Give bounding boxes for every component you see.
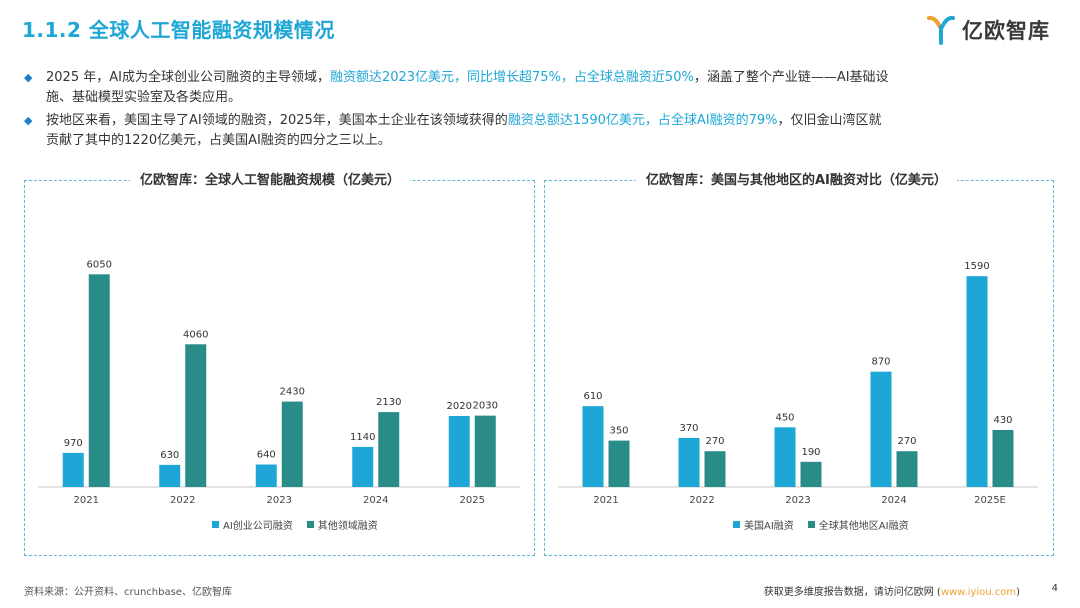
bar	[88, 274, 110, 487]
page-number: 4	[1051, 583, 1058, 594]
data-label: 2020	[447, 401, 472, 412]
legend-global: AI创业公司融资 其他领域融资	[212, 517, 378, 532]
x-tick-label: 2025	[460, 495, 485, 506]
x-tick-label: 2022	[170, 495, 195, 506]
footer-website-link[interactable]: www.iyiou.com	[940, 587, 1017, 598]
data-label: 430	[993, 415, 1012, 426]
x-tick-label: 2024	[881, 495, 906, 506]
data-label: 1590	[964, 261, 989, 272]
bar	[281, 401, 303, 487]
bullet-text-highlight: 融资总额达1590亿美元，占全球AI融资的79%	[507, 113, 778, 128]
legend-item: 其他领域融资	[306, 517, 378, 532]
data-label: 2430	[280, 387, 305, 398]
data-label: 610	[583, 391, 602, 402]
bar	[774, 427, 796, 487]
footer-more-info: 获取更多维度报告数据，请访问亿欧网 (www.iyiou.com)	[764, 583, 1020, 598]
x-tick-label: 2022	[689, 495, 714, 506]
x-tick-label: 2021	[74, 495, 99, 506]
bullet-text-plain: 2025 年，AI成为全球创业公司融资的主导领域，	[46, 70, 330, 85]
data-label: 970	[64, 438, 83, 449]
data-label: 350	[609, 426, 628, 437]
source-note: 资料来源：公开资料、crunchbase、亿欧智库	[24, 587, 232, 598]
bar	[800, 461, 822, 487]
legend-swatch	[212, 521, 219, 528]
data-label: 270	[897, 436, 916, 447]
bar	[870, 371, 892, 487]
bar	[966, 276, 988, 487]
bar	[378, 412, 400, 487]
legend-item: AI创业公司融资	[212, 517, 293, 532]
bar	[474, 415, 496, 487]
legend-label: AI创业公司融资	[223, 521, 293, 532]
data-label: 1140	[350, 432, 375, 443]
bullet-text-plain: 按地区来看，美国主导了AI领域的融资，2025年，美国本土企业在该领域获得的	[46, 113, 508, 128]
brand-logo: 亿欧智库	[926, 14, 1050, 46]
logo-text: 亿欧智库	[962, 19, 1050, 43]
legend-swatch	[306, 521, 314, 528]
diamond-bullet-icon: ◆	[24, 71, 33, 84]
bullet-item-1: ◆ 2025 年，AI成为全球创业公司融资的主导领域，融资额达2023亿美元，同…	[24, 68, 1054, 108]
bullet-text-highlight: 融资额达2023亿美元，同比增长超75%，占全球总融资近50%	[329, 70, 694, 85]
bar	[608, 440, 630, 487]
bar	[159, 464, 181, 487]
data-label: 370	[679, 423, 698, 434]
x-tick-label: 2023	[267, 495, 292, 506]
data-label: 870	[871, 357, 890, 368]
chart-title-us-vs-others: 亿欧智库：美国与其他地区的AI融资对比（亿美元）	[636, 172, 957, 190]
yiou-logo-icon	[927, 15, 955, 45]
footer-more-text: 获取更多维度报告数据，请访问亿欧网 (	[763, 587, 941, 598]
data-label: 630	[160, 450, 179, 461]
bar	[704, 451, 726, 487]
page-title: 1.1.2 全球人工智能融资规模情况	[22, 18, 335, 42]
data-label: 640	[257, 450, 276, 461]
legend-us-vs-others: 美国AI融资 全球其他地区AI融资	[733, 517, 909, 532]
legend-label: 美国AI融资	[744, 521, 794, 532]
x-tick-label: 2021	[593, 495, 618, 506]
data-label: 450	[775, 412, 794, 423]
bar	[352, 446, 374, 487]
bar	[255, 464, 277, 487]
diamond-bullet-icon: ◆	[24, 114, 33, 127]
bar	[678, 437, 700, 487]
data-label: 190	[801, 447, 820, 458]
bullet-text-2: 按地区来看，美国主导了AI领域的融资，2025年，美国本土企业在该领域获得的融资…	[46, 111, 1054, 151]
legend-item: 美国AI融资	[733, 517, 794, 532]
footer-more-close: )	[1016, 587, 1020, 598]
x-tick-label: 2024	[363, 495, 388, 506]
bullet-item-2: ◆ 按地区来看，美国主导了AI领域的融资，2025年，美国本土企业在该领域获得的…	[24, 111, 1054, 151]
bullet-text-plain: ，涵盖了整个产业链——AI基础设	[693, 70, 889, 85]
legend-swatch	[807, 521, 815, 528]
legend-swatch	[733, 521, 740, 528]
data-label: 270	[705, 436, 724, 447]
chart-title-global: 亿欧智库：全球人工智能融资规模（亿美元）	[130, 172, 411, 190]
data-label: 2030	[473, 401, 498, 412]
data-label: 2130	[376, 397, 401, 408]
x-tick-label: 2023	[785, 495, 810, 506]
bar	[185, 344, 207, 487]
bullet-text-plain: 施、基础模型实验室及各类应用。	[46, 90, 242, 105]
bullet-text-1: 2025 年，AI成为全球创业公司融资的主导领域，融资额达2023亿美元，同比增…	[46, 68, 1054, 108]
x-tick-label: 2025E	[974, 495, 1006, 506]
bar	[896, 451, 918, 487]
bar	[448, 415, 470, 487]
legend-label: 全球其他地区AI融资	[818, 521, 909, 532]
data-label: 6050	[87, 259, 112, 270]
legend-label: 其他领域融资	[317, 521, 378, 532]
bullet-text-plain: ，仅旧金山湾区就	[777, 113, 882, 128]
bar	[582, 406, 604, 487]
bullet-text-plain: 贡献了其中的1220亿美元，占美国AI融资的四分之三以上。	[46, 133, 391, 148]
bar	[992, 429, 1014, 487]
legend-item: 全球其他地区AI融资	[807, 517, 909, 532]
bar	[62, 452, 84, 487]
data-label: 4060	[183, 329, 208, 340]
